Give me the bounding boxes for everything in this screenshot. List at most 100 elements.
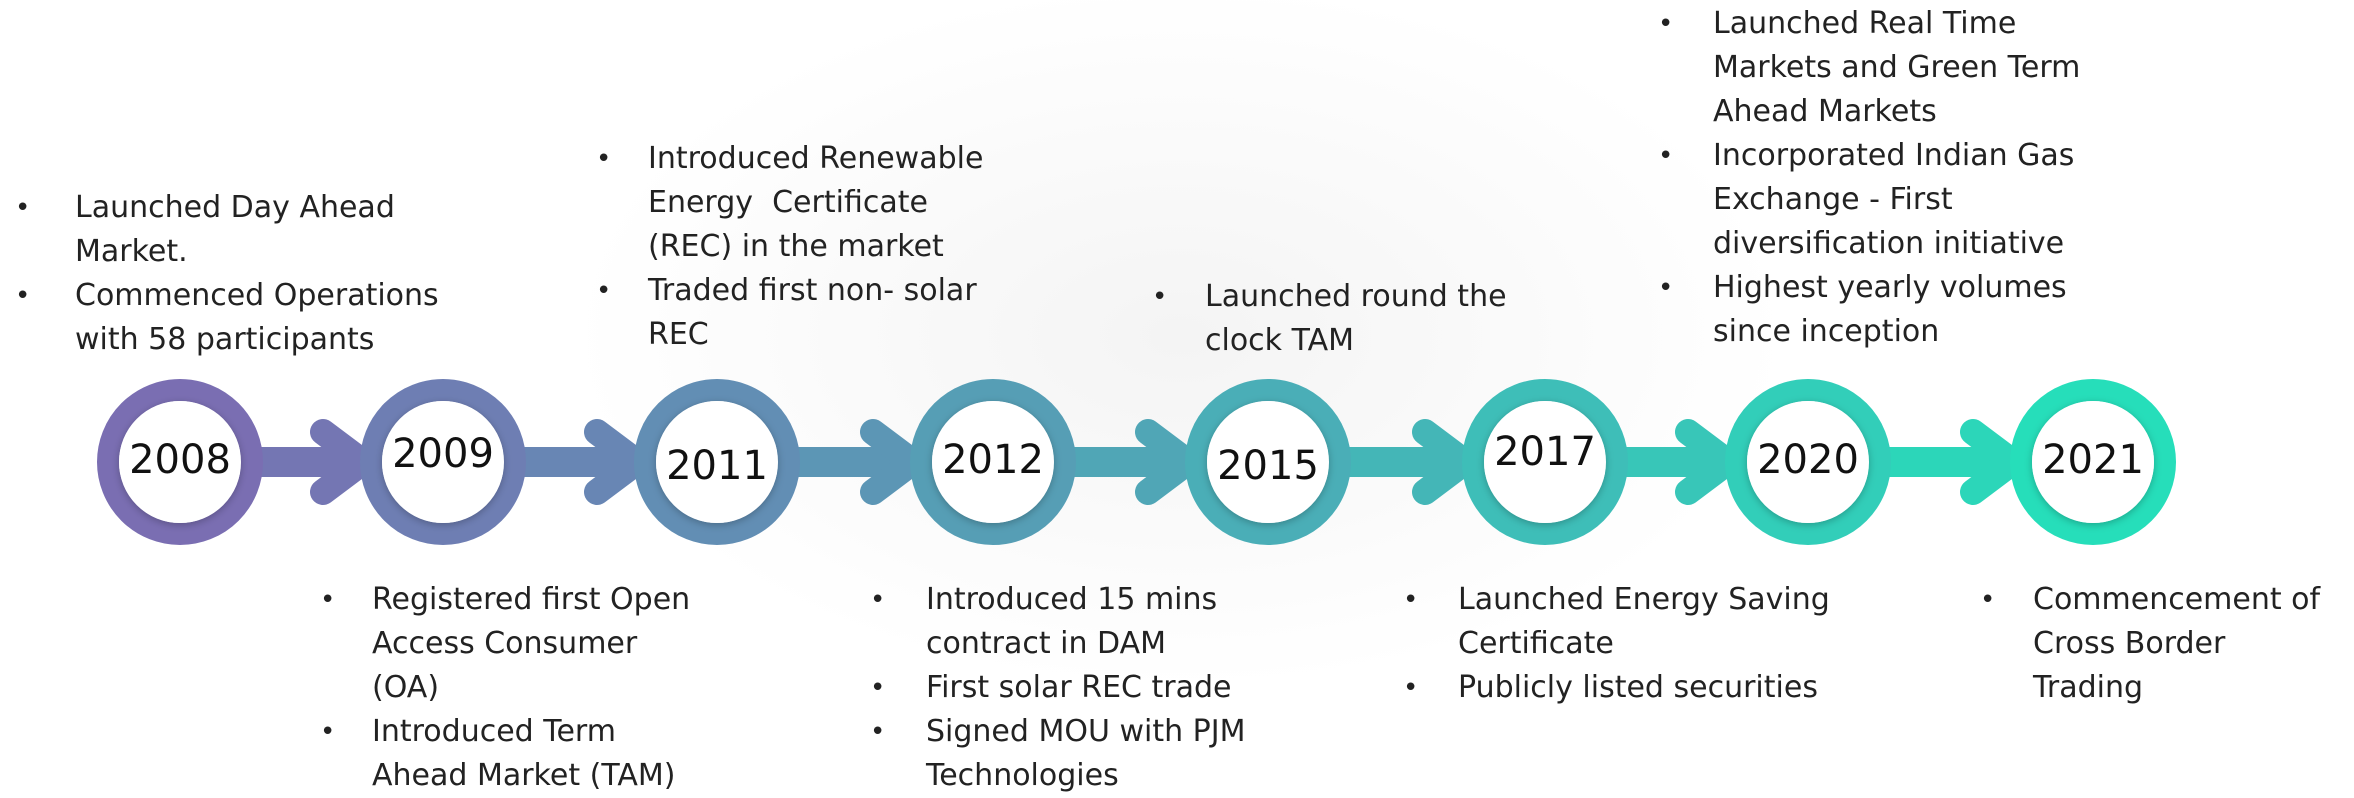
bullet-text: Ahead Markets	[1713, 94, 1937, 129]
bullet-text: contract in DAM	[926, 626, 1166, 661]
year-disc	[1207, 401, 1329, 523]
bullet-item: • Launched Real Time Markets and Green Ter…	[1658, 2, 2080, 134]
year-disc	[2032, 401, 2154, 523]
bullet-text: with 58 participants	[75, 322, 375, 357]
bullet-dot: •	[320, 585, 336, 615]
bullet-item: • Launched round the clock TAM	[1152, 275, 1507, 363]
bullet-item: • Signed MOU with PJM Technologies	[870, 710, 1245, 798]
bullet-item: • Launched Day Ahead Market.	[15, 186, 439, 274]
year-disc	[119, 401, 241, 523]
bullet-text: clock TAM	[1205, 323, 1354, 358]
bullet-text: Commenced Operations	[75, 278, 439, 313]
year-ring	[1462, 379, 1628, 545]
bullet-item: • Incorporated Indian Gas Exchange - First…	[1658, 134, 2080, 266]
bullet-item: • Highest yearly volumes since inception	[1658, 266, 2080, 354]
year-label: 2011	[666, 443, 768, 489]
bullet-text: Incorporated Indian Gas	[1713, 138, 2075, 173]
bullet-dot: •	[870, 717, 886, 747]
bullet-text: (OA)	[372, 670, 440, 705]
bullet-dot: •	[15, 193, 31, 223]
bullet-text: Traded first non- solar	[648, 273, 977, 308]
year-ring	[1725, 379, 1891, 545]
year-label: 2017	[1494, 429, 1596, 475]
bullet-text: Signed MOU with PJM	[926, 714, 1246, 749]
bullet-text: Introduced 15 mins	[926, 582, 1218, 617]
milestone-notes: • Launched Real Time Markets and Green Ter…	[1658, 2, 2080, 354]
bullet-dot: •	[1403, 585, 1419, 615]
bullet-dot: •	[1403, 673, 1419, 703]
bullet-dot: •	[596, 276, 612, 306]
year-ring	[97, 379, 263, 545]
year-disc	[1484, 401, 1606, 523]
bullet-dot: •	[596, 144, 612, 174]
bullet-dot: •	[1152, 282, 1168, 312]
bullet-item: • Introduced 15 mins contract in DAM	[870, 578, 1245, 666]
year-disc	[932, 401, 1054, 523]
bullet-item: • Publicly listed securities	[1403, 666, 1830, 710]
milestone-notes: • Launched Energy Saving Certificate • Publi…	[1403, 578, 1830, 710]
year-ring	[634, 379, 800, 545]
year-ring	[1185, 379, 1351, 545]
milestone-notes: • Registered first Open Access Consumer (OA…	[320, 578, 690, 798]
bullet-text: REC	[648, 317, 709, 352]
bullet-text: Registered first Open	[372, 582, 691, 617]
bullet-text: diversification initiative	[1713, 226, 2065, 261]
bullet-text: Highest yearly volumes	[1713, 270, 2067, 305]
year-disc	[382, 401, 504, 523]
bullet-text: Technologies	[926, 758, 1119, 793]
year-disc	[1747, 401, 1869, 523]
bullet-text: Exchange - First	[1713, 182, 1953, 217]
bullet-text: since inception	[1713, 314, 1940, 349]
milestone-notes: • Introduced Renewable Energy Certificate (…	[596, 137, 983, 357]
bullet-text: Access Consumer	[372, 626, 638, 661]
bullet-text: (REC) in the market	[648, 229, 944, 264]
year-label: 2009	[392, 431, 494, 477]
bullet-text: Energy Certificate	[648, 185, 928, 220]
bullet-text: Introduced Term	[372, 714, 616, 749]
milestone-notes: • Introduced 15 mins contract in DAM • First…	[870, 578, 1245, 798]
year-ring	[910, 379, 1076, 545]
bullet-text: Markets and Green Term	[1713, 50, 2081, 85]
bullet-text: Certificate	[1458, 626, 1614, 661]
bullet-dot: •	[870, 585, 886, 615]
bullet-item: • Commencement of Cross Border Trading	[1980, 578, 2320, 710]
milestone-notes: • Launched Day Ahead Market. • Commenced Ope…	[15, 186, 439, 362]
bullet-text: Market.	[75, 234, 188, 269]
bullet-item: • Launched Energy Saving Certificate	[1403, 578, 1830, 666]
bullet-dot: •	[1658, 273, 1674, 303]
year-label: 2020	[1757, 437, 1859, 483]
bullet-text: Ahead Market (TAM)	[372, 758, 676, 793]
bullet-text: Trading	[2033, 670, 2144, 705]
bullet-text: Introduced Renewable	[648, 141, 984, 176]
bullet-dot: •	[15, 281, 31, 311]
bullet-item: • Introduced Term Ahead Market (TAM)	[320, 710, 690, 798]
year-label: 2008	[129, 437, 231, 483]
bullet-text: Cross Border	[2033, 626, 2226, 661]
year-label: 2015	[1217, 443, 1319, 489]
year-ring	[360, 379, 526, 545]
year-label: 2012	[942, 437, 1044, 483]
bullet-text: Launched round the	[1205, 279, 1507, 314]
bullet-text: Commencement of	[2033, 582, 2321, 617]
milestone-notes: • Launched round the clock TAM	[1152, 275, 1507, 363]
bullet-item: • Commenced Operations with 58 participant…	[15, 274, 439, 362]
year-disc	[656, 401, 778, 523]
background-globe	[420, 0, 1940, 796]
milestone-notes: • Commencement of Cross Border Trading	[1980, 578, 2320, 710]
bullet-text: Launched Energy Saving	[1458, 582, 1830, 617]
bullet-text: Launched Day Ahead	[75, 190, 395, 225]
bullet-dot: •	[1980, 585, 1996, 615]
year-label: 2021	[2042, 437, 2144, 483]
bullet-item: • Registered first Open Access Consumer (OA…	[320, 578, 690, 710]
bullet-dot: •	[1658, 9, 1674, 39]
bullet-item: • Introduced Renewable Energy Certificate (…	[596, 137, 983, 269]
bullet-dot: •	[320, 717, 336, 747]
bullet-item: • First solar REC trade	[870, 666, 1245, 710]
bullet-text: Publicly listed securities	[1458, 670, 1818, 705]
bullet-dot: •	[870, 673, 886, 703]
bullet-text: Launched Real Time	[1713, 6, 2017, 41]
bullet-text: First solar REC trade	[926, 670, 1232, 705]
bullet-dot: •	[1658, 141, 1674, 171]
